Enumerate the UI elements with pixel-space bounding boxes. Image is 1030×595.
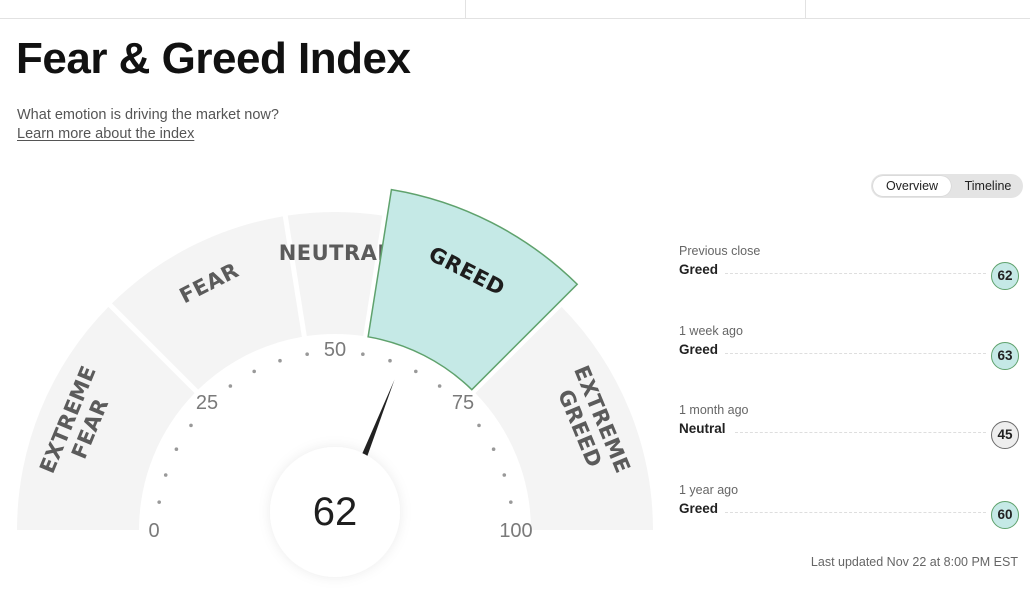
scale-dot bbox=[228, 384, 233, 388]
leader-line bbox=[725, 353, 986, 354]
tick-label-75: 75 bbox=[452, 392, 474, 414]
history-score-badge: 60 bbox=[991, 501, 1019, 529]
history-rating: Greed bbox=[679, 501, 719, 516]
gauge-segment-neutral bbox=[287, 211, 383, 337]
tick-label-0: 0 bbox=[148, 520, 159, 542]
gauge-segment-greed bbox=[367, 188, 579, 391]
scale-dot bbox=[278, 358, 282, 363]
history-rating: Greed bbox=[679, 262, 719, 277]
scale-dot bbox=[509, 500, 513, 504]
scale-dot bbox=[477, 423, 481, 428]
history-rating: Greed bbox=[679, 342, 719, 357]
nav-divider bbox=[465, 0, 466, 18]
top-navigation-bar bbox=[0, 0, 1030, 19]
nav-divider bbox=[805, 0, 806, 18]
scale-dot bbox=[491, 447, 496, 451]
tick-label-25: 25 bbox=[196, 392, 218, 414]
history-score-badge: 62 bbox=[991, 262, 1019, 290]
history-rating: Neutral bbox=[679, 421, 726, 436]
overview-tab[interactable]: Overview bbox=[873, 176, 951, 196]
tick-label-100: 100 bbox=[499, 520, 532, 542]
gauge-segment-fear bbox=[111, 216, 302, 390]
history-score-badge: 63 bbox=[991, 342, 1019, 370]
leader-line bbox=[725, 512, 986, 513]
gauge-value: 62 bbox=[313, 490, 358, 534]
timeline-tab[interactable]: Timeline bbox=[964, 179, 1012, 193]
scale-dot bbox=[189, 423, 193, 428]
history-label: 1 month ago bbox=[679, 403, 749, 417]
scale-dot bbox=[361, 352, 365, 356]
history-label: Previous close bbox=[679, 244, 761, 258]
gauge-segment-extreme-greed bbox=[475, 306, 653, 530]
page-subtitle: What emotion is driving the market now? bbox=[17, 107, 279, 123]
history-row-1-week-ago: 1 week ago Greed 63 bbox=[679, 320, 1020, 370]
gauge-segment-extreme-fear bbox=[17, 306, 195, 530]
tick-label-50: 50 bbox=[324, 339, 346, 361]
scale-dot bbox=[388, 358, 392, 363]
view-toggle: Overview Timeline bbox=[871, 174, 1023, 198]
gauge-label-neutral: NEUTRAL bbox=[279, 241, 392, 265]
history-row-previous-close: Previous close Greed 62 bbox=[679, 240, 1020, 290]
history-score-badge: 45 bbox=[991, 421, 1019, 449]
scale-dot bbox=[414, 369, 418, 374]
last-updated-text: Last updated Nov 22 at 8:00 PM EST bbox=[810, 555, 1018, 569]
leader-line bbox=[735, 432, 986, 433]
scale-dot bbox=[502, 473, 507, 477]
learn-more-link[interactable]: Learn more about the index bbox=[17, 126, 195, 142]
scale-dot bbox=[163, 473, 168, 477]
leader-line bbox=[725, 273, 986, 274]
scale-dot bbox=[305, 352, 309, 356]
gauge-center-disc bbox=[270, 447, 400, 577]
history-row-1-year-ago: 1 year ago Greed 60 bbox=[679, 479, 1020, 529]
scale-dot bbox=[252, 369, 256, 374]
scale-dot bbox=[437, 384, 442, 388]
page-title: Fear & Greed Index bbox=[16, 34, 411, 83]
scale-dot bbox=[174, 447, 179, 451]
history-row-1-month-ago: 1 month ago Neutral 45 bbox=[679, 399, 1020, 449]
scale-dot bbox=[157, 500, 161, 504]
history-label: 1 year ago bbox=[679, 483, 739, 497]
history-label: 1 week ago bbox=[679, 324, 743, 338]
